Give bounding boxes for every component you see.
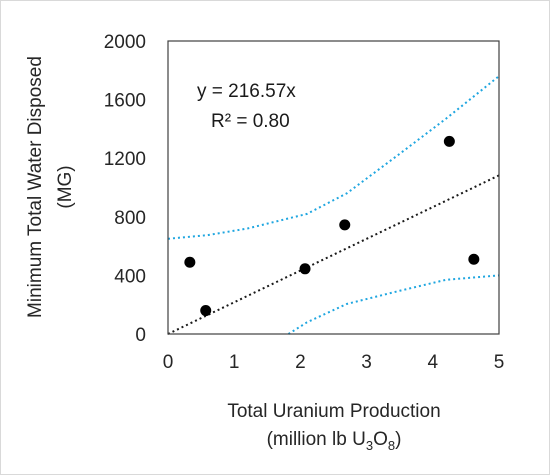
x-tick-label: 0 — [163, 352, 174, 373]
x-unit-oxygen: O — [373, 429, 388, 450]
trendline-group — [167, 174, 500, 335]
y-tick-label: 1200 — [104, 149, 146, 170]
data-point — [200, 305, 212, 317]
y-tick-label: 0 — [135, 325, 146, 346]
tick-labels: 0 1 2 3 4 5 0 400 800 1200 1600 2000 — [104, 32, 505, 373]
y-tick-label: 800 — [114, 208, 146, 229]
x-tick-label: 3 — [361, 352, 372, 373]
confidence-bands — [167, 75, 500, 335]
confidence-lower-line — [287, 274, 500, 335]
x-axis-unit: (million lb U3O8) — [267, 429, 402, 453]
y-tick-label: 400 — [114, 266, 146, 287]
x-tick-label: 5 — [494, 352, 505, 373]
data-point — [443, 135, 455, 147]
trendline — [167, 174, 500, 335]
x-unit-prefix: (million lb U — [267, 429, 366, 450]
y-tick-label: 2000 — [104, 32, 146, 53]
x-tick-label: 2 — [295, 352, 306, 373]
equation-label: y = 216.57x — [197, 81, 296, 102]
y-axis-unit: (MG) — [55, 165, 76, 208]
data-point — [299, 263, 311, 275]
x-unit-suffix: ) — [395, 429, 401, 450]
x-axis-title: Total Uranium Production — [227, 401, 440, 422]
y-tick-label: 1600 — [104, 91, 146, 112]
data-point — [468, 253, 480, 265]
x-tick-label: 1 — [229, 352, 240, 373]
data-point — [184, 256, 196, 268]
x-unit-sub-8: 8 — [388, 438, 395, 453]
x-tick-label: 4 — [428, 352, 439, 373]
data-points — [184, 135, 480, 317]
x-unit-sub-3: 3 — [366, 438, 373, 453]
data-point — [339, 219, 351, 231]
y-axis-title: Minimum Total Water Disposed — [25, 56, 46, 318]
r-squared-label: R² = 0.80 — [211, 111, 290, 132]
plot-axes — [167, 40, 500, 335]
plot-frame — [167, 40, 500, 335]
confidence-upper-line — [167, 75, 500, 240]
